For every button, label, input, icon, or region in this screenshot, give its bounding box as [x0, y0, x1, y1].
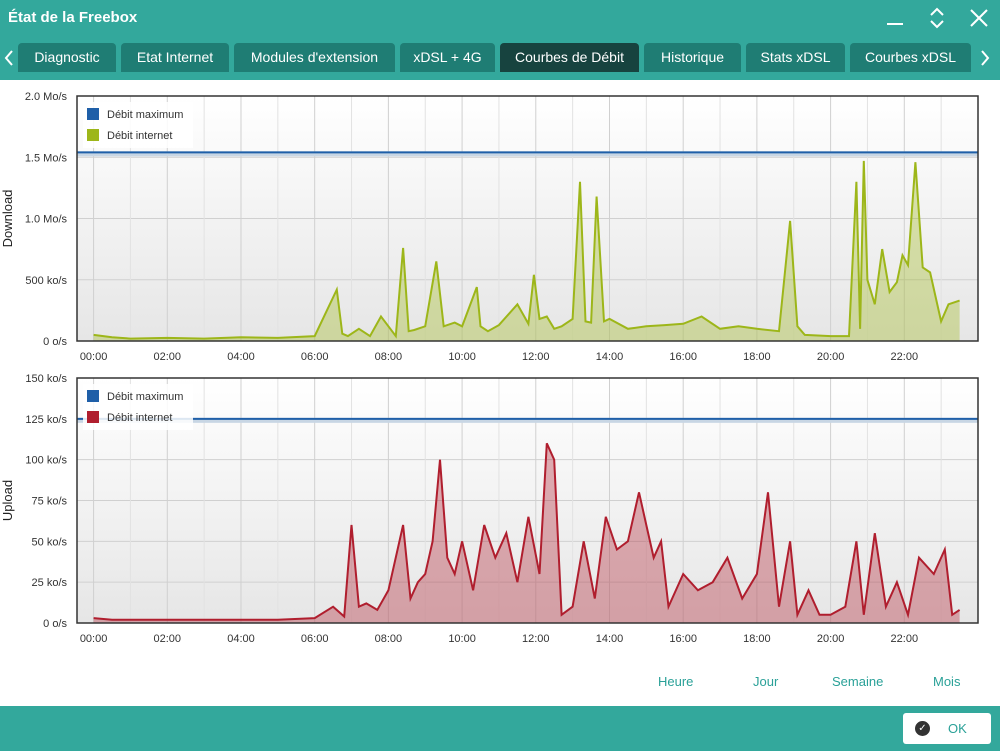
tab-modules-extension[interactable]: Modules d'extension [234, 43, 395, 72]
download-legend-label: Débit maximum [107, 109, 183, 121]
minimize-icon [887, 23, 903, 25]
window-title: État de la Freebox [8, 9, 138, 26]
download-x-tick-label: 06:00 [301, 351, 329, 363]
upload-plot-frame [76, 377, 979, 624]
download-x-tick-label: 10:00 [448, 351, 476, 363]
ok-label: OK [948, 721, 967, 736]
upload-x-tick-label: 06:00 [301, 633, 329, 645]
tab-diagnostic[interactable]: Diagnostic [18, 43, 116, 72]
resize-button[interactable] [923, 4, 951, 32]
download-series-area [93, 160, 960, 341]
upload-y-tick-label: 75 ko/s [32, 496, 68, 508]
upload-chart: 0 o/s 25 ko/s 50 ko/s 75 ko/s 100 ko/s 125 ko… [0, 373, 979, 645]
upload-x-tick-label: 18:00 [743, 633, 771, 645]
download-y-tick-label: 1.5 Mo/s [25, 152, 68, 164]
upload-x-tick-label: 10:00 [448, 633, 476, 645]
tab-xdsl-4g[interactable]: xDSL + 4G [400, 43, 495, 72]
upload-legend-label: Débit maximum [107, 391, 183, 403]
download-legend-bg [83, 102, 193, 148]
upload-x-tick-label: 00:00 [80, 633, 108, 645]
upload-x-tick-label: 12:00 [522, 633, 550, 645]
download-legend-label: Débit internet [107, 130, 172, 142]
tab-historique[interactable]: Historique [644, 43, 741, 72]
upload-x-tick-label: 14:00 [596, 633, 624, 645]
download-plot-frame [76, 95, 979, 342]
upload-x-tick-label: 16:00 [669, 633, 697, 645]
download-chart: 0 o/s 500 ko/s 1.0 Mo/s 1.5 Mo/s 2.0 Mo/s 00:… [0, 91, 979, 363]
download-x-tick-label: 12:00 [522, 351, 550, 363]
upload-x-tick-label: 08:00 [375, 633, 403, 645]
upload-x-tick-label: 04:00 [227, 633, 255, 645]
tab-etat-internet[interactable]: Etat Internet [121, 43, 229, 72]
upload-y-tick-label: 50 ko/s [32, 536, 68, 548]
download-x-tick-label: 16:00 [669, 351, 697, 363]
upload-x-tick-label: 22:00 [891, 633, 919, 645]
chevron-left-icon [4, 50, 13, 66]
download-series-line [93, 160, 960, 340]
close-button[interactable] [965, 4, 993, 32]
tab-bar: Diagnostic Etat Internet Modules d'exten… [0, 36, 1000, 80]
download-x-tick-label: 08:00 [375, 351, 403, 363]
throughput-charts: 0 o/s 500 ko/s 1.0 Mo/s 1.5 Mo/s 2.0 Mo/s 00:… [0, 91, 979, 645]
chevron-up-down-icon [930, 7, 944, 29]
download-max-line-shadow [77, 151, 978, 157]
close-icon [970, 9, 988, 27]
download-x-tick-label: 00:00 [80, 351, 108, 363]
upload-y-axis-label: Upload [0, 480, 15, 521]
download-x-tick-label: 02:00 [154, 351, 182, 363]
upload-max-line-shadow [77, 417, 978, 423]
chevron-right-icon [981, 50, 990, 66]
tab-courbes-xdsl[interactable]: Courbes xDSL [850, 43, 971, 72]
download-y-tick-label: 1.0 Mo/s [25, 214, 68, 226]
upload-series-line [93, 442, 961, 621]
check-circle-icon: ✓ [915, 721, 930, 736]
upload-y-tick-label: 25 ko/s [32, 577, 68, 589]
upload-y-tick-label: 150 ko/s [25, 373, 67, 385]
range-heure-link[interactable]: Heure [658, 674, 694, 689]
minimize-button[interactable] [881, 4, 909, 32]
tab-courbes-debit[interactable]: Courbes de Débit [500, 43, 639, 72]
download-x-tick-label: 20:00 [817, 351, 845, 363]
upload-legend-swatch [87, 411, 99, 423]
download-y-tick-label: 2.0 Mo/s [25, 91, 68, 103]
upload-legend-swatch [87, 390, 99, 402]
upload-y-tick-label: 100 ko/s [25, 455, 67, 467]
tabs-scroll-left-button[interactable] [3, 48, 15, 72]
titlebar: État de la Freebox [0, 0, 1000, 36]
download-y-tick-label: 500 ko/s [25, 275, 67, 287]
range-mois-link[interactable]: Mois [933, 674, 961, 689]
tabs-scroll-right-button[interactable] [979, 48, 991, 72]
tab-stats-xdsl[interactable]: Stats xDSL [746, 43, 845, 72]
download-y-axis-label: Download [0, 190, 15, 248]
upload-legend-label: Débit internet [107, 412, 172, 424]
download-y-tick-label: 0 o/s [43, 336, 67, 348]
ok-button[interactable]: ✓ OK [903, 713, 991, 744]
range-semaine-link[interactable]: Semaine [832, 674, 884, 689]
download-x-tick-label: 04:00 [227, 351, 255, 363]
download-legend-swatch [87, 129, 99, 141]
upload-y-tick-label: 0 o/s [43, 618, 67, 630]
footer-bar [0, 706, 1000, 751]
upload-legend-bg [83, 384, 193, 430]
upload-x-tick-label: 20:00 [817, 633, 845, 645]
upload-x-tick-label: 02:00 [154, 633, 182, 645]
download-x-tick-label: 22:00 [891, 351, 919, 363]
download-legend-swatch [87, 108, 99, 120]
download-x-tick-label: 14:00 [596, 351, 624, 363]
upload-y-tick-label: 125 ko/s [25, 414, 67, 426]
range-jour-link[interactable]: Jour [753, 674, 779, 689]
download-x-tick-label: 18:00 [743, 351, 771, 363]
